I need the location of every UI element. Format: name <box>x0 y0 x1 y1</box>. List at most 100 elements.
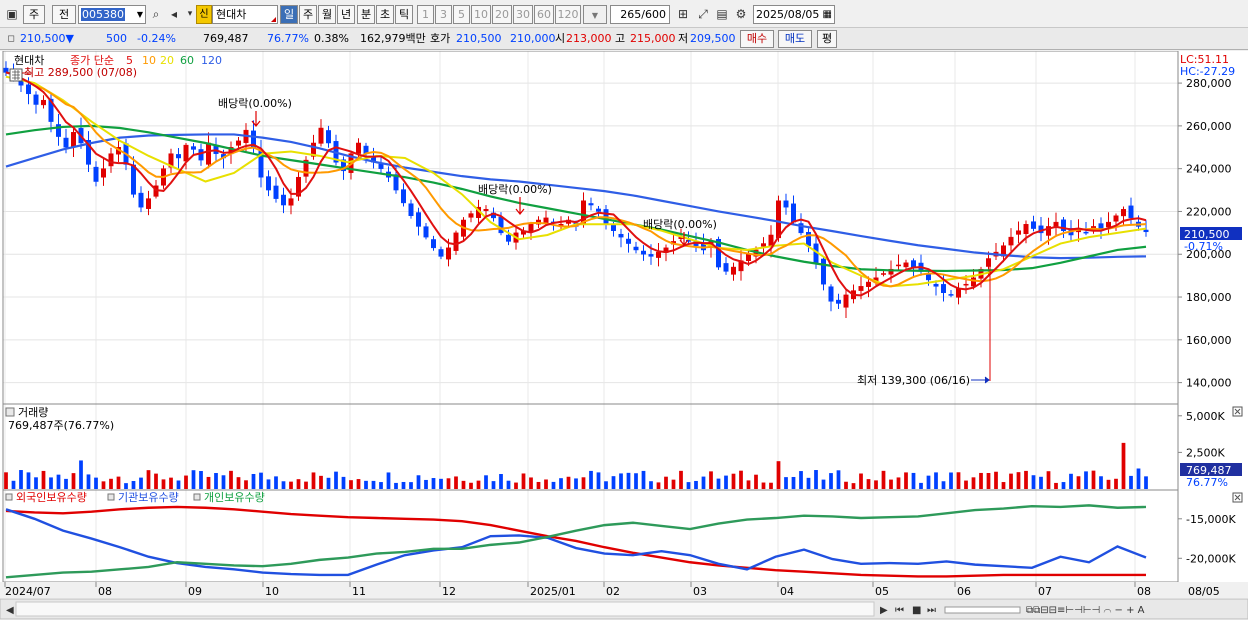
period-day[interactable]: 일 <box>280 5 298 24</box>
interval-10[interactable]: 10 <box>471 5 491 24</box>
interval-5[interactable]: 5 <box>453 5 470 24</box>
period-week[interactable]: 주 <box>299 5 317 24</box>
volume-bar <box>619 473 623 489</box>
crosshair-settings-icon[interactable]: ⊞ <box>677 7 689 21</box>
stock-code-input[interactable]: 005380 ▼ <box>78 5 146 24</box>
interval-dropdown[interactable]: ▼ <box>583 5 607 24</box>
calendar-icon[interactable]: ▦ <box>822 9 832 20</box>
scroll-left-icon: ◀ <box>6 605 14 616</box>
volume-bar <box>1031 475 1036 489</box>
candle-body <box>896 264 901 267</box>
candle-body <box>303 159 309 177</box>
stock-name-field[interactable]: 현대차 <box>212 5 278 24</box>
volume-bar <box>761 482 766 489</box>
volume-bar <box>1099 476 1103 489</box>
volume-bar <box>994 471 998 489</box>
period-second[interactable]: 초 <box>376 5 394 24</box>
period-year[interactable]: 년 <box>337 5 355 24</box>
x-tick-label: 10 <box>265 585 279 598</box>
ask-price: 210,500 <box>456 32 502 45</box>
period-minute[interactable]: 분 <box>357 5 375 24</box>
x-tick-label: 06 <box>957 585 971 598</box>
prev-button[interactable]: 전 <box>52 5 76 24</box>
volume-bar <box>1129 475 1133 489</box>
window-menu-icon[interactable]: ▣ <box>6 7 18 21</box>
volume-bar <box>844 481 848 489</box>
interval-20[interactable]: 20 <box>492 5 512 24</box>
candle-body <box>791 203 796 223</box>
candle-body <box>596 208 601 212</box>
last-page-icon: ⏭ <box>927 605 936 616</box>
dividend-label-3: 배당락(0.00%) <box>643 218 717 231</box>
candle-body <box>138 192 144 208</box>
evaluation-button[interactable]: 평 <box>817 30 837 48</box>
volume-bar <box>11 480 16 489</box>
chevron-down-icon[interactable]: ▼ <box>136 10 143 19</box>
candle-body <box>281 194 286 206</box>
legend-foreign: 외국인보유수량 <box>16 491 87 504</box>
candle-body <box>378 163 384 169</box>
volume-bar <box>971 477 976 489</box>
x-tick-label: 08/05 <box>1188 585 1220 598</box>
volume-bar <box>544 479 548 489</box>
candle-body <box>866 281 871 287</box>
interval-120[interactable]: 120 <box>555 5 581 24</box>
volume-bar <box>551 481 556 489</box>
chart-area[interactable]: 현대차 종가 단순 5 10 20 60 120 최고 289,500 (07/… <box>0 50 1248 621</box>
candle-body <box>431 239 436 249</box>
count-max: /600 <box>641 8 666 21</box>
holdings-panel-icon <box>5 493 13 501</box>
period-month[interactable]: 월 <box>318 5 336 24</box>
candle-body <box>821 258 826 285</box>
volume-bar <box>454 476 458 489</box>
last-volume-tag <box>1180 463 1242 476</box>
candle-body <box>858 286 864 291</box>
speaker-icon[interactable]: ◂ <box>170 7 178 21</box>
line-tool-icon[interactable]: ⤢ <box>698 7 708 21</box>
volume-bar <box>1024 470 1028 489</box>
candle-body <box>618 233 624 238</box>
x-tick-label: 08 <box>1137 585 1151 598</box>
candle-body <box>183 144 189 162</box>
count-input[interactable]: 265/600 <box>610 5 670 24</box>
price-axis: 280,000 260,000 240,000 220,000 200,000 180,0… <box>1178 77 1232 390</box>
candle-body <box>93 166 99 182</box>
interval-60[interactable]: 60 <box>534 5 554 24</box>
stock-chart[interactable]: 현대차 종가 단순 5 10 20 60 120 최고 289,500 (07/… <box>0 50 1248 621</box>
candle-body <box>1001 245 1006 257</box>
period-tick[interactable]: 틱 <box>395 5 413 24</box>
interval-30[interactable]: 30 <box>513 5 533 24</box>
candle-body <box>71 132 76 148</box>
candle-body <box>1106 221 1111 228</box>
hoga-label: 호가 <box>430 32 451 45</box>
x-tick-label: 08 <box>98 585 112 598</box>
candle-body <box>843 294 849 308</box>
volume-bar <box>79 460 83 489</box>
date-input[interactable]: 2025/08/05 ▦ <box>753 5 835 24</box>
price-change-pct: -0.24% <box>137 32 176 45</box>
individual-holdings-line <box>5 504 1147 579</box>
interval-1[interactable]: 1 <box>417 5 434 24</box>
volume-bar <box>1069 473 1073 489</box>
candle-body <box>341 159 346 172</box>
volume-bar <box>364 480 368 489</box>
volume-bar <box>1084 471 1088 489</box>
gear-icon[interactable]: ⚙ <box>735 7 747 21</box>
x-tick-label: 05 <box>875 585 889 598</box>
legend-ma10: 10 <box>142 54 156 67</box>
dropdown-arrow-icon[interactable]: ▾ <box>187 9 193 19</box>
interval-3[interactable]: 3 <box>435 5 452 24</box>
turnover-rate: 0.38% <box>314 32 349 45</box>
volume-bar <box>326 477 331 489</box>
sell-button[interactable]: 매도 <box>778 30 812 48</box>
save-icon[interactable]: ▤ <box>716 7 728 21</box>
volume-bar <box>671 479 676 489</box>
volume-bar <box>724 475 728 489</box>
volume-bar <box>806 477 811 489</box>
mode-select[interactable]: 주 <box>23 5 45 24</box>
buy-button[interactable]: 매수 <box>740 30 774 48</box>
candle-body <box>558 224 564 226</box>
collapse-icon[interactable]: ◻ <box>7 34 15 44</box>
search-icon[interactable]: ⌕ <box>152 7 160 21</box>
candle-body <box>326 130 331 144</box>
